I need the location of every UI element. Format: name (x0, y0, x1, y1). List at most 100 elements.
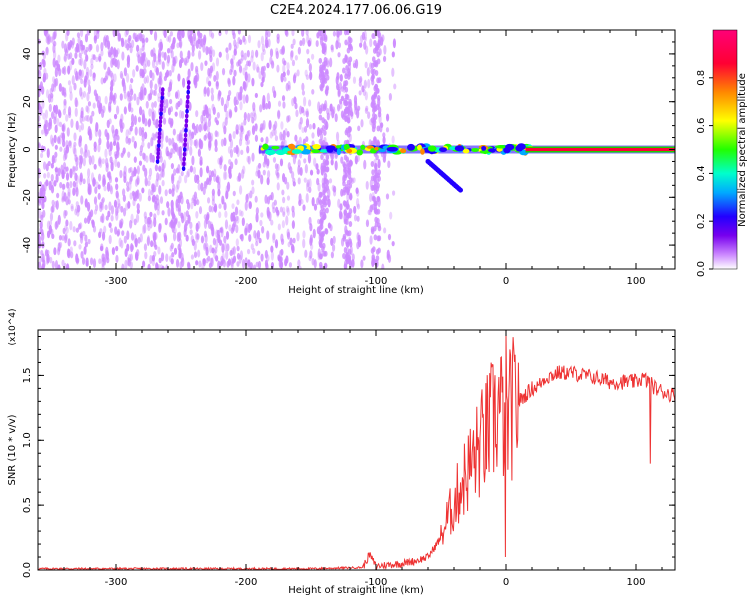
carrier-blob (287, 143, 296, 150)
noise-blob (301, 30, 305, 37)
noise-blob (309, 250, 313, 259)
noise-blob (221, 252, 225, 261)
noise-blob (158, 86, 162, 94)
noise-blob (380, 122, 384, 129)
noise-blob (116, 59, 120, 70)
noise-blob (335, 75, 339, 86)
noise-blob (230, 58, 234, 65)
noise-blob (50, 92, 54, 99)
noise-blob (274, 135, 279, 142)
noise-blob (89, 257, 94, 266)
noise-blob (243, 52, 247, 61)
noise-blob (88, 188, 92, 196)
noise-blob (232, 255, 237, 263)
noise-blob (238, 137, 243, 147)
band-blob (321, 182, 326, 189)
noise-blob (308, 216, 312, 226)
noise-blob (149, 254, 153, 265)
streak-blob (157, 131, 162, 137)
noise-blob (293, 72, 297, 79)
noise-blob (303, 177, 307, 183)
noise-blob (223, 242, 228, 252)
noise-blob (269, 48, 274, 58)
streak-blob (158, 127, 162, 133)
noise-blob (305, 193, 309, 203)
noise-blob (225, 249, 229, 260)
band-blob (347, 68, 351, 75)
band-blob (342, 252, 346, 259)
noise-blob (92, 176, 96, 188)
noise-blob (41, 263, 45, 269)
noise-blob (62, 153, 67, 162)
noise-blob (209, 244, 213, 254)
noise-blob (269, 56, 273, 65)
noise-blob (277, 110, 281, 120)
band-blob (318, 108, 323, 115)
noise-blob (340, 156, 344, 164)
noise-blob (197, 183, 201, 191)
noise-blob (353, 205, 357, 214)
noise-blob (268, 120, 272, 130)
noise-blob (108, 222, 112, 228)
noise-blob (203, 134, 207, 141)
noise-blob (173, 168, 177, 176)
noise-blob (132, 68, 136, 78)
noise-blob (211, 247, 215, 254)
noise-blob (133, 93, 137, 101)
noise-blob (237, 30, 241, 35)
noise-blob (244, 257, 248, 267)
noise-blob (245, 94, 249, 104)
noise-blob (188, 129, 192, 137)
noise-blob (86, 114, 90, 122)
noise-blob (73, 147, 77, 157)
noise-blob (64, 234, 68, 244)
noise-blob (49, 256, 53, 264)
band-blob (373, 105, 378, 112)
band-blob (377, 111, 382, 118)
noise-blob (207, 80, 212, 87)
noise-blob (83, 59, 87, 70)
noise-blob (95, 122, 99, 133)
noise-blob (218, 30, 222, 37)
noise-blob (195, 110, 199, 118)
band-blob (345, 241, 350, 248)
noise-blob (158, 257, 162, 264)
noise-blob (198, 206, 203, 215)
noise-blob (205, 215, 209, 225)
noise-blob (208, 113, 212, 121)
noise-blob (98, 137, 102, 146)
noise-blob (272, 233, 276, 244)
noise-blob (252, 102, 256, 112)
band-blob (377, 175, 381, 182)
noise-blob (78, 125, 82, 133)
noise-blob (212, 237, 216, 246)
noise-blob (80, 195, 84, 205)
noise-blob (170, 242, 174, 250)
noise-blob (160, 141, 164, 150)
noise-blob (80, 47, 85, 55)
noise-blob (82, 157, 86, 167)
band-blob (323, 262, 328, 269)
noise-blob (232, 246, 236, 256)
noise-blob (55, 173, 59, 183)
noise-blob (269, 131, 273, 139)
band-blob (346, 203, 350, 210)
streak-blob (182, 161, 186, 167)
band-blob (347, 109, 352, 116)
noise-blob (157, 246, 161, 255)
band-blob (348, 56, 353, 63)
band-blob (372, 68, 376, 75)
noise-blob (246, 60, 250, 67)
noise-blob (97, 158, 102, 167)
noise-blob (85, 46, 89, 53)
noise-blob (308, 63, 312, 72)
noise-blob (244, 225, 248, 234)
noise-blob (50, 162, 54, 169)
noise-blob (127, 151, 131, 158)
noise-blob (191, 131, 195, 140)
noise-blob (156, 208, 160, 216)
noise-blob (387, 160, 391, 169)
noise-blob (282, 206, 286, 216)
noise-blob (191, 155, 195, 166)
